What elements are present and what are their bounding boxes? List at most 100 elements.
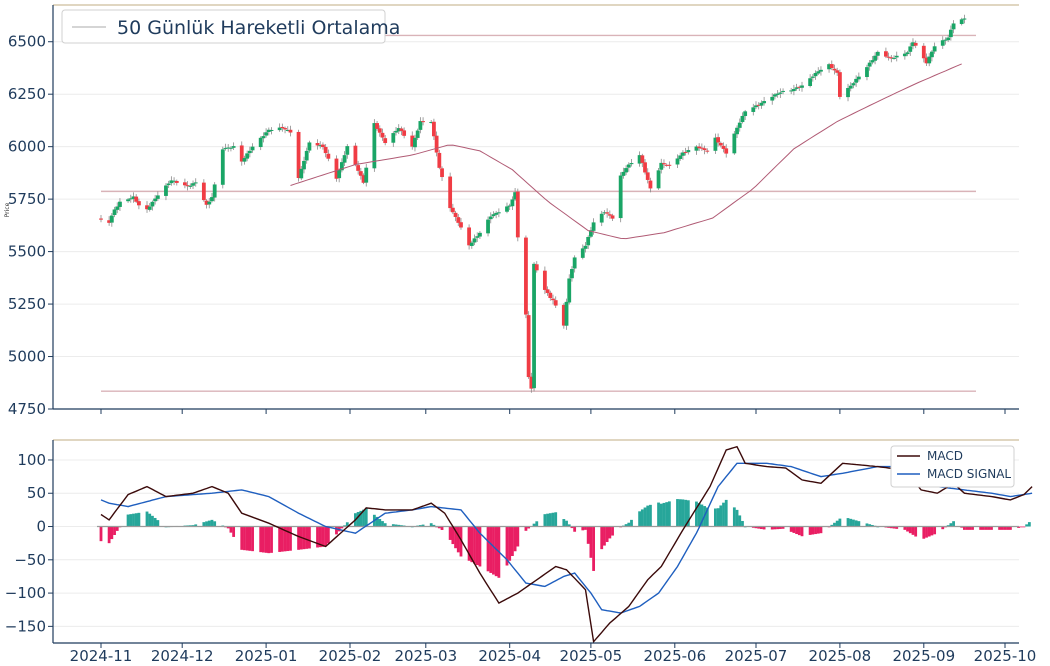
candle xyxy=(296,129,301,182)
candle-body xyxy=(250,146,255,151)
candle-body xyxy=(572,257,577,269)
histogram-bar xyxy=(697,503,701,527)
candle xyxy=(223,143,228,151)
candle-body xyxy=(505,206,509,212)
histogram-bar xyxy=(611,526,614,536)
candle-body xyxy=(943,39,948,41)
candle xyxy=(339,158,344,173)
candle xyxy=(713,133,718,154)
candle xyxy=(610,213,615,221)
histogram-bar xyxy=(308,526,311,549)
histogram-bar xyxy=(833,522,836,527)
legend-label-ma: 50 Günlük Hareketli Ortalama xyxy=(117,17,400,39)
candle xyxy=(816,67,821,76)
candle xyxy=(239,141,244,166)
histogram-bar xyxy=(243,526,246,551)
candle xyxy=(572,255,577,273)
candle-body xyxy=(361,175,366,183)
histogram-bar xyxy=(115,526,119,531)
histogram-bar xyxy=(1000,526,1004,530)
histogram-bar xyxy=(527,526,531,529)
histogram-bar xyxy=(808,526,812,535)
x-tick-label: 2025-02 xyxy=(319,647,382,665)
candle-body xyxy=(410,135,415,147)
candle-body xyxy=(564,301,569,326)
candle-body xyxy=(962,18,967,20)
candle-body xyxy=(659,162,664,170)
histogram-bar xyxy=(451,526,455,545)
histogram-bar xyxy=(546,513,549,527)
histogram-bar xyxy=(478,526,482,567)
candle xyxy=(794,83,799,91)
candle xyxy=(201,179,206,202)
legend-label-macd: MACD xyxy=(927,449,963,463)
candle xyxy=(307,140,312,153)
candle xyxy=(399,126,404,136)
histogram-bar xyxy=(378,518,382,527)
y-tick-label: 5500 xyxy=(8,243,46,261)
candle-body xyxy=(913,42,918,46)
histogram-bar xyxy=(911,526,915,535)
macd-y-ticks: −150 −100 −50 0 50 100 xyxy=(5,451,53,635)
candle xyxy=(681,150,685,160)
histogram-bar xyxy=(305,526,309,549)
histogram-bar xyxy=(846,518,850,527)
candle xyxy=(491,211,496,219)
candle xyxy=(694,145,699,155)
candle-body xyxy=(548,292,553,299)
histogram-bar xyxy=(581,526,585,531)
candle-body xyxy=(875,51,880,56)
candle-body xyxy=(107,220,112,223)
histogram-bar xyxy=(676,499,679,527)
candle xyxy=(626,162,631,172)
y-tick-label: 6500 xyxy=(8,33,46,51)
histogram-bar xyxy=(429,523,433,527)
histogram-bar xyxy=(705,507,709,527)
candle xyxy=(797,85,802,91)
histogram-bar xyxy=(778,526,782,529)
candle-body xyxy=(892,57,896,59)
candle-body xyxy=(762,101,767,104)
histogram-bar xyxy=(971,526,974,530)
candle-body xyxy=(507,205,512,207)
candle-body xyxy=(894,55,899,58)
histogram-bar xyxy=(513,526,517,552)
histogram-bar xyxy=(922,526,926,539)
candle xyxy=(488,212,493,224)
histogram-bar xyxy=(1025,524,1029,527)
candle xyxy=(242,155,247,165)
histogram-bar xyxy=(963,526,966,530)
candle xyxy=(865,64,869,81)
x-tick-label: 2025-07 xyxy=(725,647,788,665)
candle xyxy=(791,84,796,96)
candle xyxy=(469,240,474,249)
candle-body xyxy=(626,164,631,168)
candle-body xyxy=(394,130,398,133)
candle xyxy=(607,210,612,219)
candle-body xyxy=(713,137,718,151)
candle-body xyxy=(128,198,133,200)
candle-body xyxy=(959,19,964,25)
x-tick-label: 2025-03 xyxy=(394,647,457,665)
candle-body xyxy=(645,172,650,180)
candle xyxy=(735,125,739,138)
histogram-bar xyxy=(776,526,780,530)
candle-body xyxy=(532,263,536,389)
candle-body xyxy=(147,206,152,210)
candle-body xyxy=(155,195,160,199)
histogram-bar xyxy=(816,526,820,534)
histogram-bar xyxy=(792,526,796,533)
histogram-bar xyxy=(459,526,463,557)
histogram-bar xyxy=(946,525,950,527)
candle-body xyxy=(640,155,645,163)
histogram-bar xyxy=(340,526,344,529)
candle-body xyxy=(220,149,225,185)
candle xyxy=(269,127,274,135)
candle xyxy=(640,153,645,168)
candle-body xyxy=(854,78,859,83)
candle-body xyxy=(951,23,956,30)
candle-body xyxy=(413,137,417,148)
candle-body xyxy=(553,300,558,306)
histogram-bar xyxy=(494,526,498,577)
